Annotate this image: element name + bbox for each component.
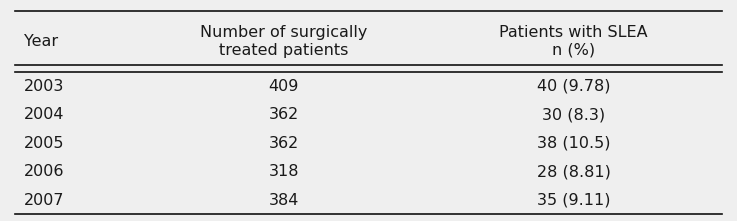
Text: 2005: 2005 xyxy=(24,136,64,151)
Text: 318: 318 xyxy=(268,164,298,179)
Text: 2006: 2006 xyxy=(24,164,64,179)
Text: 28 (8.81): 28 (8.81) xyxy=(537,164,611,179)
Text: Number of surgically
treated patients: Number of surgically treated patients xyxy=(200,25,367,58)
Text: 2003: 2003 xyxy=(24,79,64,94)
Text: Patients with SLEA
n (%): Patients with SLEA n (%) xyxy=(500,25,648,58)
Text: 30 (8.3): 30 (8.3) xyxy=(542,107,605,122)
Text: 409: 409 xyxy=(268,79,298,94)
Text: 2007: 2007 xyxy=(24,193,64,208)
Text: Year: Year xyxy=(24,34,57,49)
Text: 362: 362 xyxy=(268,107,298,122)
Text: 38 (10.5): 38 (10.5) xyxy=(537,136,610,151)
Text: 362: 362 xyxy=(268,136,298,151)
Text: 40 (9.78): 40 (9.78) xyxy=(537,79,610,94)
Text: 35 (9.11): 35 (9.11) xyxy=(537,193,610,208)
Text: 384: 384 xyxy=(268,193,298,208)
Text: 2004: 2004 xyxy=(24,107,64,122)
